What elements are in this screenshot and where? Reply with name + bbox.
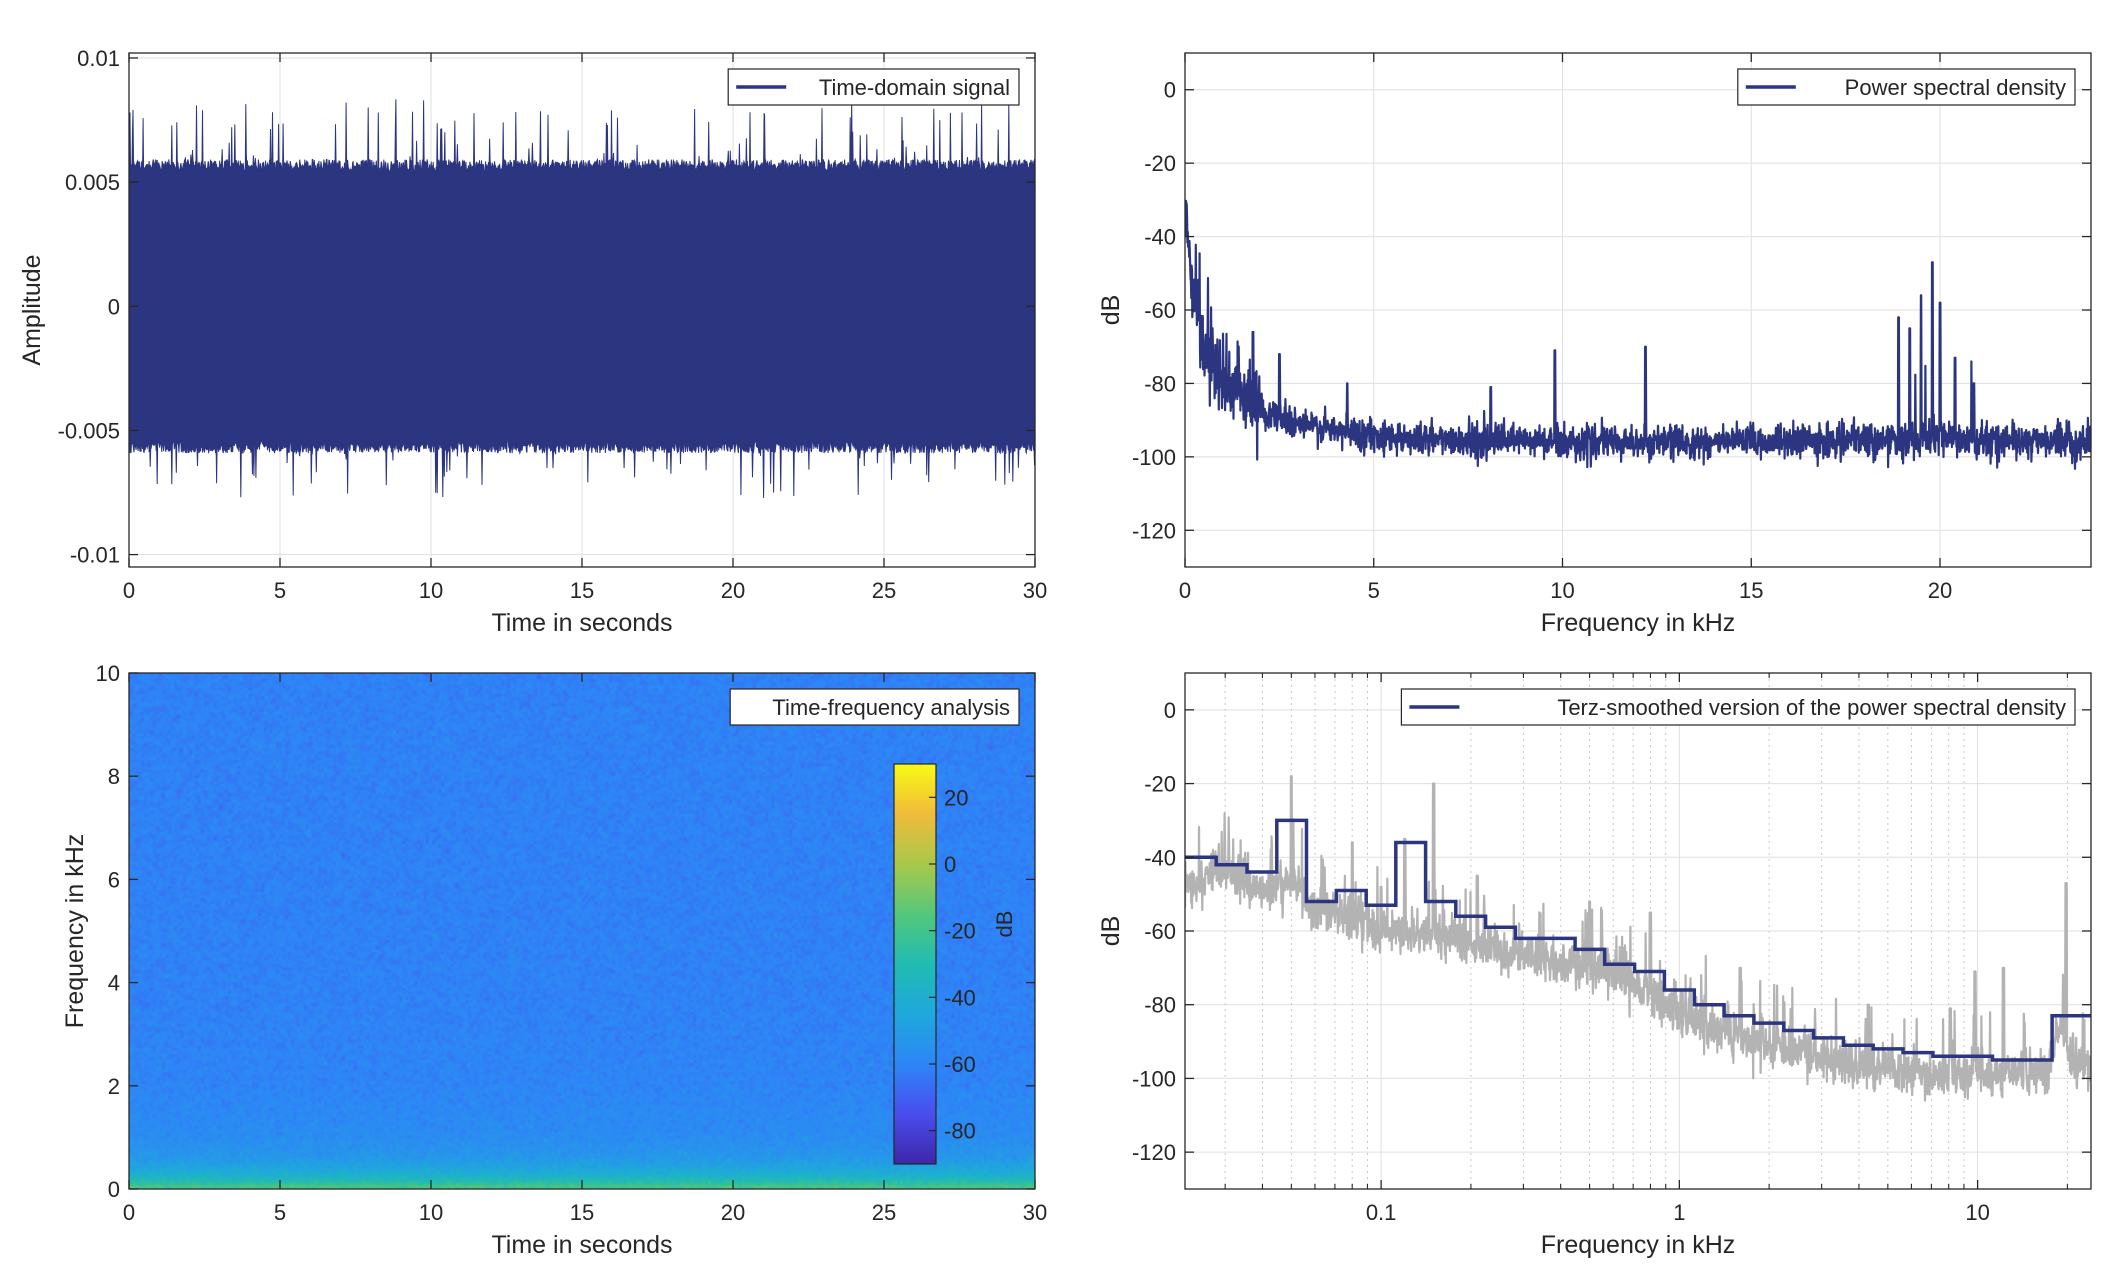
y-tick-label: -120 [1132,1140,1176,1165]
x-tick-label: 0.1 [1366,1200,1397,1225]
colorbar-tick-label: -60 [944,1052,976,1077]
x-tick-label: 15 [1739,578,1763,603]
y-tick-label: 8 [108,764,120,789]
y-tick-label: 2 [108,1074,120,1099]
grid-psd [1184,53,2091,567]
x-tick-label: 20 [721,578,745,603]
series-raw-spectrum [1185,775,2091,1102]
colorbar: 20 0 -20 -40 -60 -80 dB [893,763,1017,1165]
colorbar-tick-label: -20 [944,919,976,944]
y-axis-label: dB [1097,916,1125,947]
y-tick-label: 0 [108,294,120,319]
y-tick-label: -100 [1132,1066,1176,1091]
legend-label: Power spectral density [1845,75,2066,100]
colorbar-tick-label: 20 [944,785,968,810]
axes-terz-smoothed: 0.1 1 10 0 -20 -40 -60 -80 -100 -120 Frequency in … [1097,672,2092,1259]
x-tick-label: 30 [1023,1200,1047,1225]
legend: Time-frequency analysis [729,688,1020,726]
x-axis-label: Time in seconds [491,609,672,637]
series-time-domain-signal [129,97,1035,499]
x-tick-label: 20 [721,1200,745,1225]
axes-spectrogram: 0 5 10 15 20 25 30 0 2 4 6 8 10 Time in seconds Freque… [61,661,1047,1259]
x-tick-label: 20 [1928,578,1952,603]
colorbar-tick-label: 0 [944,852,956,877]
y-tick-label: 0 [108,1177,120,1202]
y-tick-label: -20 [1144,151,1176,176]
legend-box [729,688,1020,726]
y-tick-label: -40 [1144,845,1176,870]
y-tick-label: 0.005 [65,170,120,195]
y-tick-label: 0 [1164,78,1176,103]
legend-label: Time-frequency analysis [772,695,1010,720]
x-tick-label: 10 [419,1200,443,1225]
y-tick-label: -20 [1144,772,1176,797]
x-tick-label: 5 [274,578,286,603]
legend: Time-domain signal [727,68,1020,106]
y-tick-label: 10 [96,661,120,686]
colorbar-tick-label: -80 [944,1119,976,1144]
x-tick-label: 30 [1023,578,1047,603]
legend: Power spectral density [1737,68,2076,106]
y-tick-label: -60 [1144,298,1176,323]
colorbar-tick-label: -40 [944,985,976,1010]
colorbar-label: dB [992,911,1017,938]
y-tick-label: -0.01 [70,543,120,568]
legend-box [1400,688,2076,726]
x-tick-label: 10 [1965,1200,1989,1225]
x-tick-label: 1 [1673,1200,1685,1225]
y-tick-label: -80 [1144,993,1176,1018]
x-tick-label: 10 [1550,578,1574,603]
axes-psd: 0 5 10 15 20 0 -20 -40 -60 -80 -100 -120 Frequency i… [1097,52,2092,637]
x-tick-label: 15 [570,578,594,603]
x-tick-label: 15 [570,1200,594,1225]
y-tick-label: -0.005 [58,418,120,443]
grid-terz-smoothed [1185,673,2091,1189]
y-tick-label: -100 [1132,445,1176,470]
x-tick-label: 0 [123,1200,135,1225]
y-tick-label: -80 [1144,371,1176,396]
series-power-spectral-density [1185,199,2091,470]
y-tick-label: 0.01 [77,46,120,71]
legend-label: Terz-smoothed version of the power spect… [1557,695,2066,720]
x-tick-label: 5 [274,1200,286,1225]
legend-label: Time-domain signal [819,75,1010,100]
x-axis-label: Time in seconds [491,1231,672,1259]
x-tick-label: 0 [1179,578,1191,603]
x-tick-label: 25 [872,578,896,603]
y-axis-label: Amplitude [18,254,46,365]
x-axis-label: Frequency in kHz [1541,1231,1736,1259]
y-tick-label: 6 [108,867,120,892]
y-tick-label: 4 [108,971,120,996]
x-tick-label: 25 [872,1200,896,1225]
y-axis-label: Frequency in kHz [61,834,89,1029]
x-axis-label: Frequency in kHz [1541,609,1736,637]
y-tick-label: 0 [1164,698,1176,723]
x-tick-label: 10 [419,578,443,603]
y-tick-label: -40 [1144,225,1176,250]
y-tick-label: -120 [1132,518,1176,543]
x-tick-label: 5 [1368,578,1380,603]
colorbar-gradient [893,763,937,1165]
axes-time-domain: 0 5 10 15 20 25 30 -0.01 -0.005 0 0.005 0.01 Time in… [18,46,1047,637]
series-terz-smoothed [1185,818,2091,1062]
y-axis-label: dB [1097,295,1125,326]
spectrogram-image [129,673,1035,1189]
legend: Terz-smoothed version of the power spect… [1400,688,2076,726]
y-tick-label: -60 [1144,919,1176,944]
x-tick-label: 0 [123,578,135,603]
